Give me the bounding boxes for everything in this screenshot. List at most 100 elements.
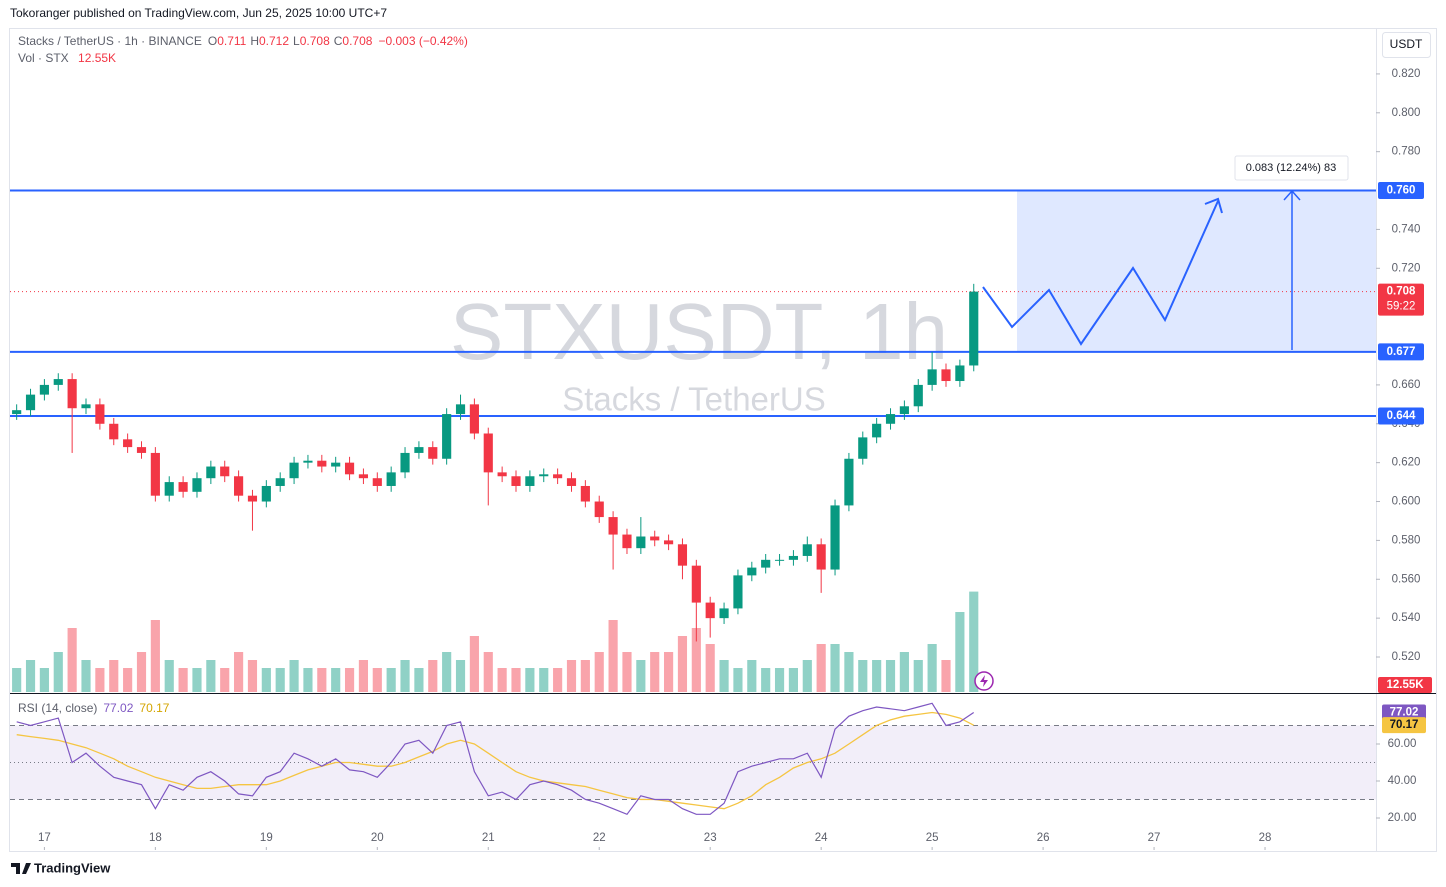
candle-body [650,536,660,541]
y-tick-label: 0.660 [1392,379,1421,391]
rsi-value: 77.02 [103,701,133,715]
candle-body [234,476,244,496]
volume-bar [469,636,479,692]
volume-bar [511,668,521,692]
candle-body [220,466,230,477]
volume-bar [150,620,160,692]
candle-body [123,439,133,448]
candle-body [67,379,77,409]
candle-body [303,460,313,463]
volume-bar [25,660,36,692]
level-label-box [1378,407,1424,425]
volume-bar [525,668,535,692]
volume-bar [761,668,771,692]
candle-body [664,540,674,545]
volume-bar [816,644,826,692]
change: −0.003 (−0.42%) [378,34,467,48]
candle-body [483,433,493,473]
level-label-box [1378,343,1424,361]
y-tick-label: 0.620 [1392,457,1421,469]
y-tick-label: 40.00 [1388,775,1417,787]
candle-body [719,608,729,619]
candle-body [206,466,216,479]
y-tick-label: 60.00 [1388,738,1417,750]
candle-body [81,404,91,409]
candle-body [164,482,174,496]
volume-bar [733,668,743,692]
volume-bar [566,660,577,692]
rsi-title: RSI (14, close) [18,701,97,715]
brand-logo [11,863,31,874]
candle-body [927,369,937,385]
volume-bar [872,660,882,692]
level-label: 0.760 [1387,185,1416,197]
volume-bar [39,668,49,692]
candle-body [53,379,63,385]
candle-body [497,472,507,477]
candle-body [39,384,49,395]
y-tick-label: 0.560 [1392,573,1421,585]
volume-bar [358,660,369,692]
candle-body [899,406,909,415]
volume-bar [691,628,701,692]
brand-name: TradingView [34,860,111,875]
volume-bar [497,668,507,692]
candle-body [622,534,632,549]
volume-bar [220,668,230,692]
volume-bar [483,652,493,692]
currency[interactable]: USDT [1390,37,1423,51]
volume-bar [206,660,216,692]
volume-bar [164,660,174,692]
rsi-line [16,702,975,816]
vol-axis-label: 12.55K [1386,679,1424,691]
candle-body [733,575,743,609]
rsi-legend: RSI (14, close) 77.02 70.17 [18,701,170,715]
volume-bar [969,591,979,692]
measure-box [1234,155,1349,181]
published: Tokoranger published on TradingView.com,… [10,6,387,20]
candle-body [261,485,271,502]
candle-body [788,555,799,560]
volume-bar [594,652,604,692]
countdown: 59:22 [1387,301,1416,313]
volume-bar [636,660,646,692]
volume-bar [941,660,951,692]
candle-body [358,474,369,479]
arrow-head [1204,197,1223,214]
ohlc-key: H [250,34,259,48]
candle-body [566,478,577,486]
x-tick-label: 17 [38,832,51,844]
candle-body [525,476,535,486]
volume-bar [414,668,424,692]
candle-body [428,447,438,459]
event-bolt [980,675,988,687]
volume-bar [719,660,729,692]
x-tick-label: 23 [704,832,717,844]
x-tick-label: 18 [149,832,162,844]
currency-button[interactable] [1382,32,1431,58]
x-tick-label: 22 [593,832,606,844]
volume-bar [303,668,313,692]
volume-bar [955,612,965,692]
candle-body [747,567,757,576]
candle-body [608,517,618,535]
candle-body [677,544,688,566]
ohlc-value: 0.708 [300,34,330,48]
candle-body [885,414,896,424]
y-tick-label: 0.540 [1392,612,1421,624]
volume-bar [331,668,341,692]
rsi-value-label-box [1382,704,1426,721]
volume-bar [913,660,923,692]
candle-body [400,452,410,473]
y-tick-label: 0.720 [1392,262,1421,274]
candle-body [136,447,147,453]
candle-body [705,602,715,619]
candle-body [247,495,258,502]
y-tick-label: 0.780 [1392,146,1421,158]
candle-body [913,384,923,407]
zigzag [982,200,1219,346]
candle-body [25,394,36,411]
candle-body [95,404,105,424]
rsi-ma-value: 70.17 [139,701,169,715]
